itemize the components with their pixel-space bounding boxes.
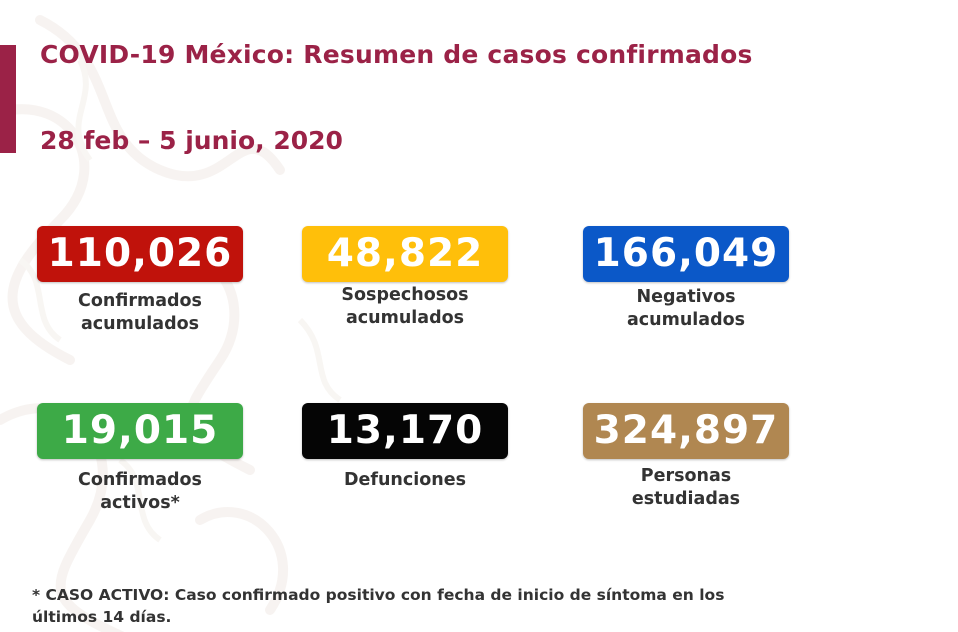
stat-confirmados-acumulados: 110,026 Confirmados acumulados (37, 226, 243, 336)
date-range: 28 feb – 5 junio, 2020 (40, 126, 343, 155)
stat-label: Sospechosos acumulados (341, 285, 469, 328)
footnote: * CASO ACTIVO: Caso confirmado positivo … (32, 586, 725, 626)
stat-personas-estudiadas: 324,897 Personas estudiadas (583, 403, 789, 511)
accent-bar (0, 45, 16, 153)
stat-label: Confirmados activos* (78, 470, 202, 513)
stat-negativos-acumulados: 166,049 Negativos acumulados (583, 226, 789, 332)
stat-value: 324,897 (583, 403, 789, 459)
page-title: COVID-19 México: Resumen de casos confir… (40, 40, 753, 69)
stat-label: Personas estudiadas (631, 466, 741, 509)
stat-value: 13,170 (302, 403, 508, 459)
stat-value: 166,049 (583, 226, 789, 282)
stat-confirmados-activos: 19,015 Confirmados activos* (37, 403, 243, 515)
stat-value: 19,015 (37, 403, 243, 459)
stat-label: Defunciones (343, 470, 467, 490)
stat-label: Negativos acumulados (626, 287, 746, 330)
stat-value: 110,026 (37, 226, 243, 282)
stat-defunciones: 13,170 Defunciones (302, 403, 508, 492)
stat-value: 48,822 (302, 226, 508, 282)
stat-sospechosos-acumulados: 48,822 Sospechosos acumulados (302, 226, 508, 330)
stat-label: Confirmados acumulados (78, 291, 202, 334)
